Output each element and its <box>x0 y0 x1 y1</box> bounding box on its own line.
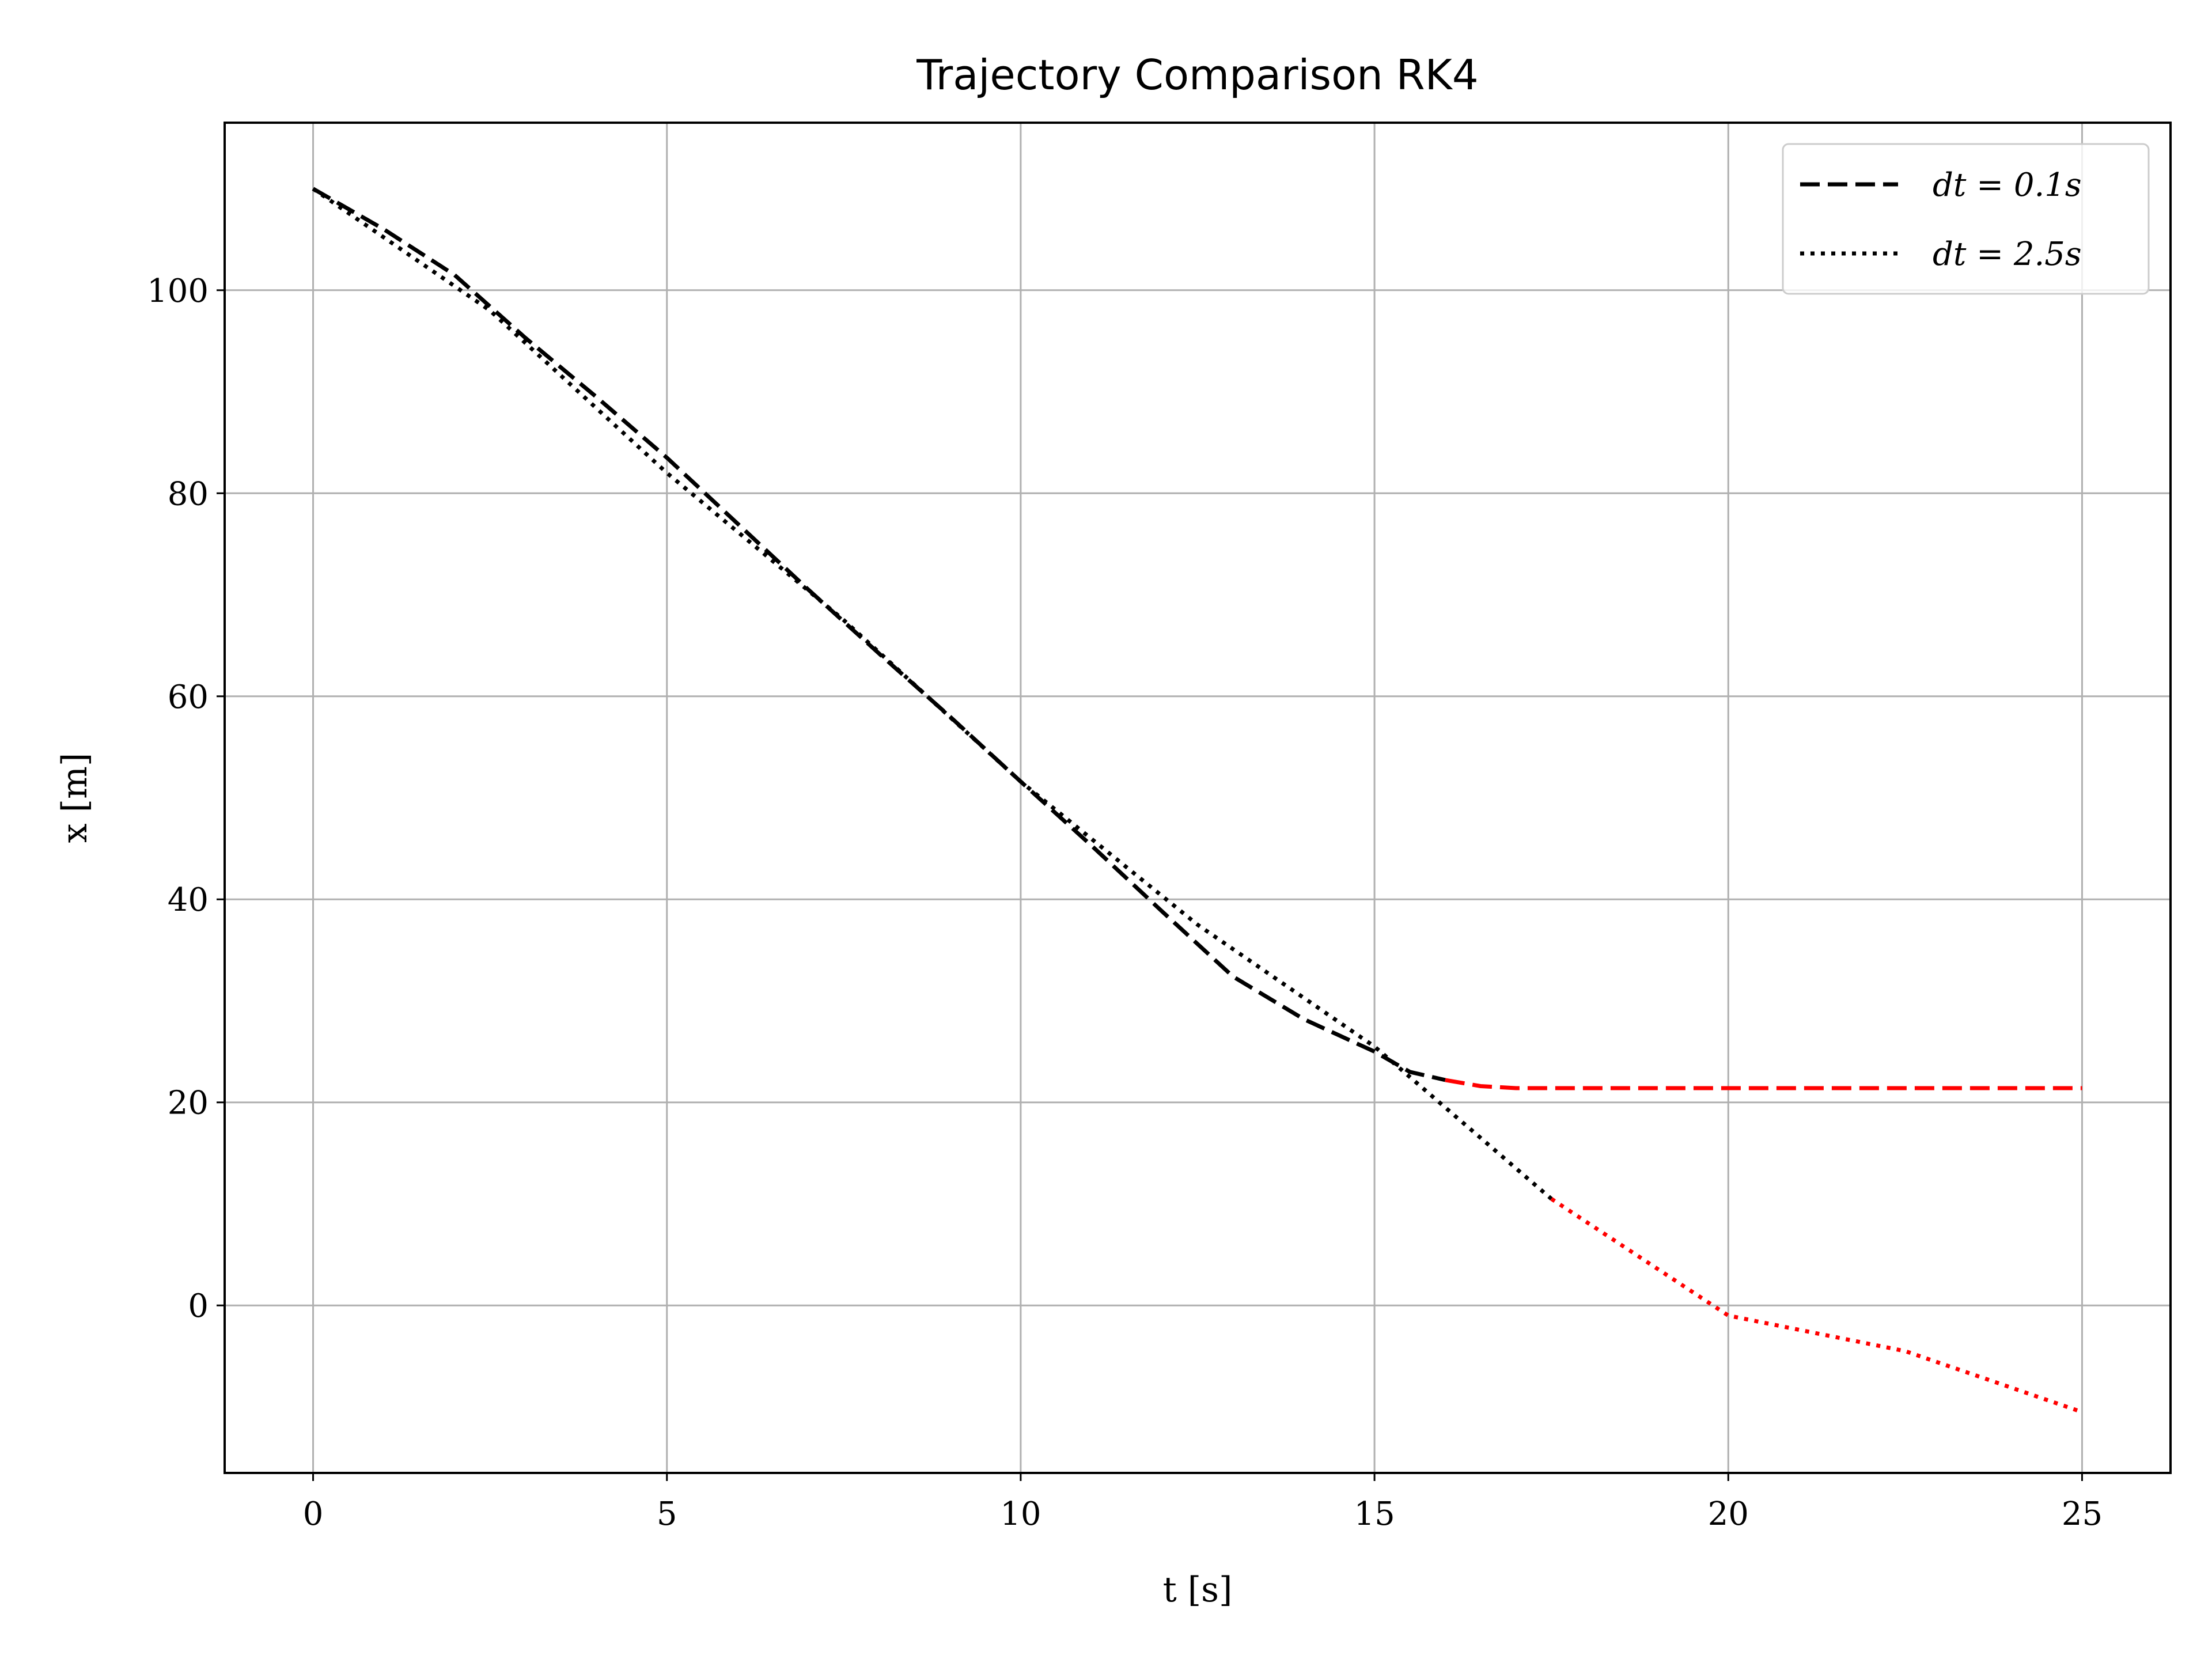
series-0-line-highlight <box>1445 1078 2082 1090</box>
chart-title: Trajectory Comparison RK4 <box>916 51 1478 99</box>
x-tick-label: 15 <box>1354 1495 1395 1533</box>
y-tick-label: 100 <box>147 272 209 310</box>
x-tick-label: 20 <box>1708 1495 1749 1533</box>
legend-label-dt-2-5: dt = 2.5s <box>1933 236 2082 273</box>
legend-box <box>1782 143 2150 295</box>
series-0-line <box>312 187 1446 1082</box>
grid-lines <box>225 123 2171 1473</box>
series-1-line <box>312 187 1553 1200</box>
y-tick-label: 20 <box>168 1085 209 1122</box>
y-axis-ticks: 0 20 40 60 80 100 <box>147 272 225 1325</box>
legend-label-dt-0-1: dt = 0.1s <box>1933 166 2082 204</box>
y-axis-label: x [m] <box>55 753 95 843</box>
legend: dt = 0.1s dt = 2.5s <box>1782 143 2150 295</box>
plot-frame <box>224 122 2172 1474</box>
x-tick-label: 10 <box>1000 1495 1041 1533</box>
y-tick-label: 60 <box>168 679 209 716</box>
x-axis-ticks: 0 5 10 15 20 25 <box>303 1473 2103 1533</box>
series-1-line-highlight <box>1550 1197 2083 1414</box>
series-layer <box>312 187 2083 1414</box>
y-tick-label: 0 <box>188 1287 209 1325</box>
x-tick-label: 5 <box>657 1495 677 1533</box>
y-tick-label: 80 <box>168 475 209 513</box>
x-tick-label: 25 <box>2062 1495 2103 1533</box>
x-axis-label: t [s] <box>1163 1570 1233 1610</box>
x-tick-label: 0 <box>303 1495 324 1533</box>
y-tick-label: 40 <box>168 881 209 919</box>
